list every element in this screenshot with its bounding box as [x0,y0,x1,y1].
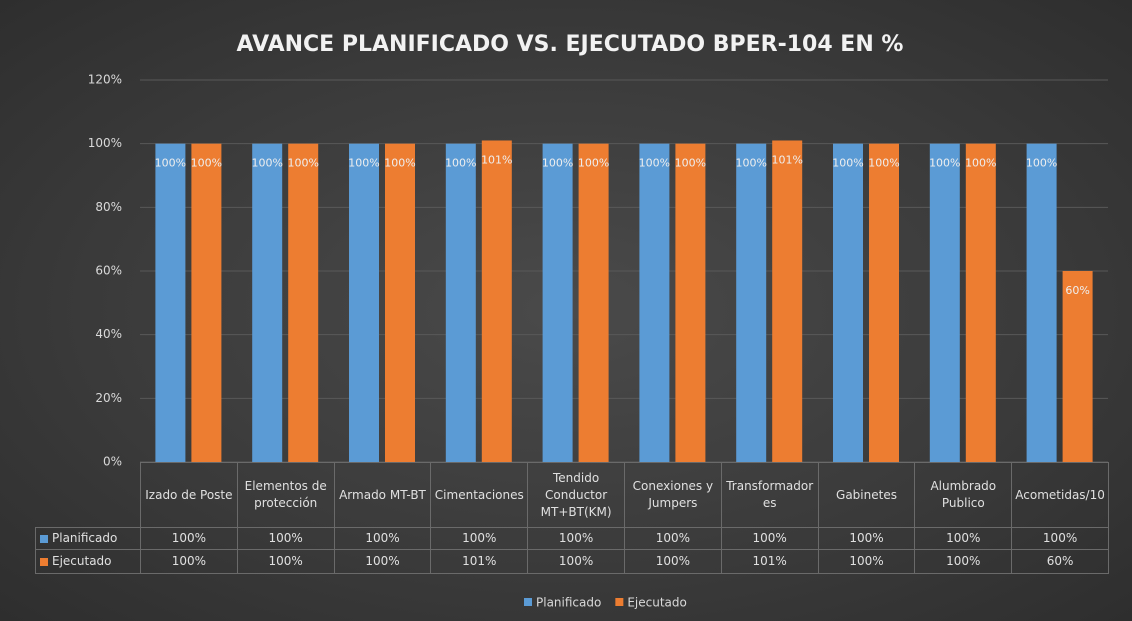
table-cell: 101% [430,549,529,574]
table-cell: 100% [333,549,432,574]
table-row-label: Ejecutado [35,549,141,574]
table-cell: 100% [817,549,916,574]
value-label: 100% [639,157,670,170]
legend-label: Planificado [536,596,601,610]
bar [578,143,609,462]
table-header-cell: Transformadores [720,462,819,528]
table-header-cell: Izado de Poste [140,462,238,528]
table-cell: 100% [527,527,625,550]
value-label: 100% [675,157,706,170]
value-label: 100% [735,157,766,170]
y-tick-label: 20% [95,391,122,405]
table-cell: 100% [140,549,238,574]
y-tick-label: 100% [88,136,122,150]
bar [481,140,512,462]
table-cell: 100% [720,527,819,550]
value-label: 100% [191,157,222,170]
table-header-cell: Conexiones y Jumpers [624,462,722,528]
table-header-cell: Alumbrado Publico [914,462,1013,528]
bar [965,143,996,462]
bar [191,143,222,462]
y-tick-label: 40% [95,327,122,341]
value-label: 101% [771,153,802,166]
value-label: 100% [929,157,960,170]
value-label: 100% [578,157,609,170]
table-cell: 100% [817,527,916,550]
bar [252,143,283,462]
value-label: 100% [1026,157,1057,170]
table-cell: 100% [914,527,1013,550]
y-tick-label: 120% [88,73,122,87]
value-label: 100% [348,157,379,170]
table-cell: 100% [430,527,529,550]
bar [385,143,415,462]
bar [869,143,899,462]
table-header-cell: Armado MT-BT [333,462,432,528]
value-label: 100% [965,157,996,170]
value-label: 100% [542,157,573,170]
legend-key [40,534,48,543]
value-label: 100% [868,157,899,170]
table-cell: 100% [624,527,722,550]
value-label: 100% [384,157,415,170]
table-cell: 100% [1011,527,1109,550]
value-label: 100% [445,157,476,170]
table-cell: 100% [236,527,335,550]
table-cell: 100% [333,527,432,550]
table-header-cell: Tendido Conductor MT+BT(KM) [527,462,625,528]
row-label-text: Ejecutado [52,554,112,568]
table-cell: 101% [720,549,819,574]
bar [833,143,863,462]
value-label: 100% [251,157,282,170]
bar [349,143,379,462]
y-tick-label: 80% [95,200,122,214]
bar [772,140,803,462]
value-label: 60% [1065,284,1089,297]
row-label-text: Planificado [52,531,118,545]
legend-label: Ejecutado [627,596,687,610]
bar [639,143,670,462]
table-cell: 100% [236,549,335,574]
bar [288,143,319,462]
table-cell: 100% [140,527,238,550]
value-label: 101% [481,153,512,166]
bar [736,143,767,462]
value-label: 100% [155,157,186,170]
table-header-cell: Cimentaciones [430,462,529,528]
bar [929,143,960,462]
table-header-cell: Gabinetes [817,462,916,528]
legend-swatch [615,598,624,606]
bar [1026,143,1057,462]
table-cell: 100% [914,549,1013,574]
bar [1062,271,1093,462]
table-cell: 60% [1011,549,1109,574]
table-row-label: Planificado [35,527,141,550]
legend-key [40,557,48,566]
value-label: 100% [832,157,863,170]
y-tick-label: 60% [95,264,122,278]
legend-swatch [524,598,532,606]
table-cell: 100% [624,549,722,574]
value-label: 100% [287,157,318,170]
chart-title: AVANCE PLANIFICADO VS. EJECUTADO BPER-10… [237,32,904,57]
y-tick-label: 0% [103,455,122,469]
table-header-cell: Acometidas/10 [1011,462,1109,528]
bar [675,143,706,462]
bar [445,143,476,462]
table-header-cell: Elementos de protección [236,462,335,528]
bar [155,143,186,462]
table-cell: 100% [527,549,625,574]
bar [542,143,573,462]
